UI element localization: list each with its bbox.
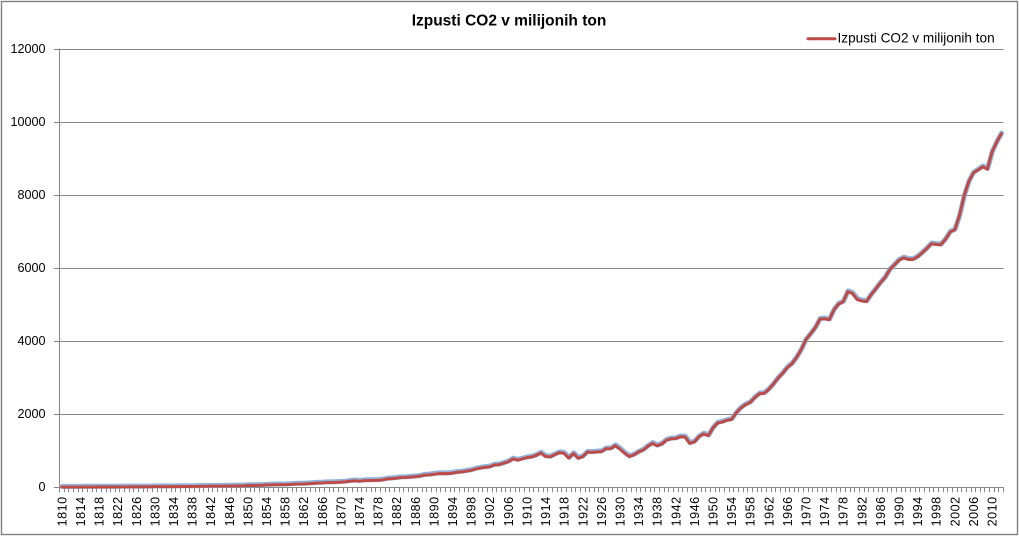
svg-text:2000: 2000 bbox=[17, 407, 45, 421]
svg-text:12000: 12000 bbox=[10, 42, 45, 56]
svg-text:1862: 1862 bbox=[297, 496, 311, 526]
svg-text:1842: 1842 bbox=[204, 496, 218, 526]
svg-text:1926: 1926 bbox=[595, 496, 609, 526]
svg-text:1986: 1986 bbox=[874, 496, 888, 526]
svg-text:1958: 1958 bbox=[744, 496, 758, 526]
svg-text:1962: 1962 bbox=[762, 496, 776, 526]
svg-text:1822: 1822 bbox=[111, 496, 125, 526]
svg-text:1922: 1922 bbox=[576, 496, 590, 526]
svg-text:1910: 1910 bbox=[520, 496, 534, 526]
svg-text:1854: 1854 bbox=[260, 496, 274, 526]
svg-text:1886: 1886 bbox=[409, 496, 423, 526]
svg-text:1810: 1810 bbox=[55, 496, 69, 526]
svg-text:1942: 1942 bbox=[669, 496, 683, 526]
svg-text:10000: 10000 bbox=[10, 115, 45, 129]
svg-text:1946: 1946 bbox=[688, 496, 702, 526]
svg-text:2006: 2006 bbox=[967, 496, 981, 526]
svg-text:2010: 2010 bbox=[986, 496, 1000, 526]
svg-text:1850: 1850 bbox=[241, 496, 255, 526]
svg-text:1830: 1830 bbox=[148, 496, 162, 526]
svg-text:1982: 1982 bbox=[855, 496, 869, 526]
svg-text:1978: 1978 bbox=[837, 496, 851, 526]
svg-text:1954: 1954 bbox=[725, 496, 739, 526]
svg-text:1878: 1878 bbox=[372, 496, 386, 526]
svg-text:4000: 4000 bbox=[17, 334, 45, 348]
svg-text:2002: 2002 bbox=[948, 496, 962, 526]
svg-text:1890: 1890 bbox=[427, 496, 441, 526]
svg-text:1818: 1818 bbox=[93, 496, 107, 526]
svg-text:1814: 1814 bbox=[74, 496, 88, 526]
svg-text:1898: 1898 bbox=[465, 496, 479, 526]
svg-text:1826: 1826 bbox=[130, 496, 144, 526]
svg-text:1902: 1902 bbox=[483, 496, 497, 526]
svg-text:1894: 1894 bbox=[446, 496, 460, 526]
svg-text:1834: 1834 bbox=[167, 496, 181, 526]
svg-text:1998: 1998 bbox=[930, 496, 944, 526]
svg-text:1930: 1930 bbox=[613, 496, 627, 526]
svg-text:1882: 1882 bbox=[390, 496, 404, 526]
svg-text:1938: 1938 bbox=[651, 496, 665, 526]
svg-text:1918: 1918 bbox=[558, 496, 572, 526]
svg-text:1870: 1870 bbox=[334, 496, 348, 526]
svg-text:1866: 1866 bbox=[316, 496, 330, 526]
svg-text:6000: 6000 bbox=[17, 261, 45, 275]
svg-text:1966: 1966 bbox=[781, 496, 795, 526]
svg-text:1950: 1950 bbox=[706, 496, 720, 526]
svg-text:1990: 1990 bbox=[893, 496, 907, 526]
svg-text:Izpusti CO2 v milijonih ton: Izpusti CO2 v milijonih ton bbox=[412, 12, 607, 29]
svg-text:1934: 1934 bbox=[632, 496, 646, 526]
svg-text:1970: 1970 bbox=[799, 496, 813, 526]
svg-text:1906: 1906 bbox=[502, 496, 516, 526]
svg-text:0: 0 bbox=[38, 480, 45, 494]
svg-text:Izpusti CO2 v milijonih ton: Izpusti CO2 v milijonih ton bbox=[838, 30, 995, 45]
svg-text:1838: 1838 bbox=[186, 496, 200, 526]
svg-text:1846: 1846 bbox=[223, 496, 237, 526]
svg-text:1914: 1914 bbox=[539, 496, 553, 526]
svg-text:8000: 8000 bbox=[17, 188, 45, 202]
svg-text:1994: 1994 bbox=[911, 496, 925, 526]
svg-text:1974: 1974 bbox=[818, 496, 832, 526]
svg-text:1874: 1874 bbox=[353, 496, 367, 526]
svg-text:1858: 1858 bbox=[279, 496, 293, 526]
